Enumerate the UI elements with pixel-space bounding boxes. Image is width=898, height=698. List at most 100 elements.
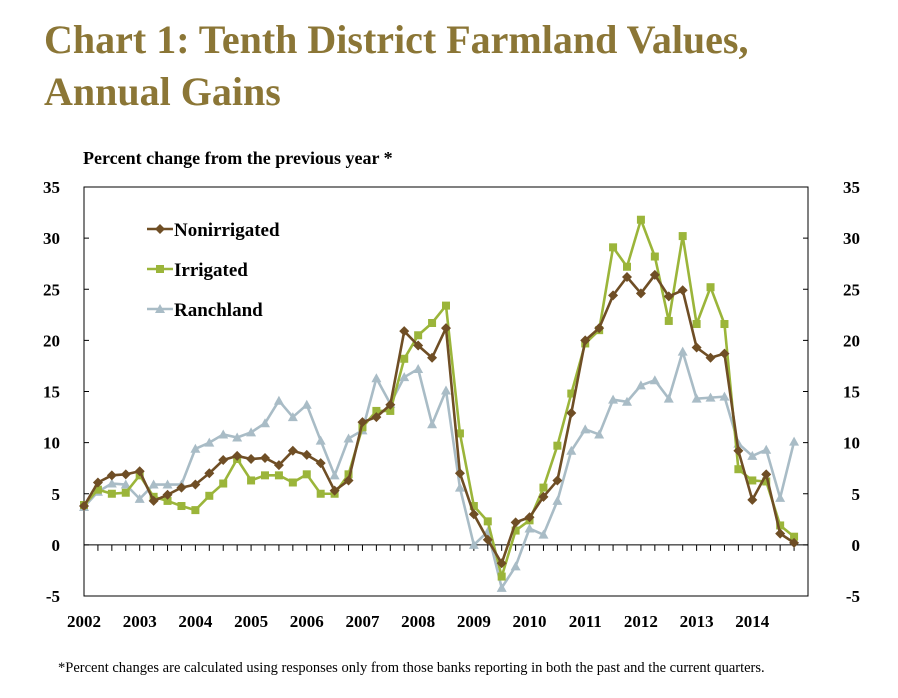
legend-item-nonirrigated: Nonirrigated: [147, 220, 280, 241]
y-tick-label-right: 15: [843, 383, 860, 402]
data-point-nonirrigated: [747, 494, 758, 505]
data-point-ranchland: [371, 373, 382, 383]
data-point-nonirrigated: [482, 534, 493, 545]
data-point-ranchland: [635, 380, 646, 390]
y-tick-label-right: 0: [852, 536, 861, 555]
data-point-ranchland: [580, 424, 591, 434]
x-tick-label: 2011: [569, 612, 602, 631]
y-axis-left-ticks: -5 0 5 10 15 20 25 30 35: [43, 178, 60, 606]
data-point-nonirrigated: [427, 352, 438, 363]
legend-label: Irrigated: [174, 260, 248, 281]
x-tick-label: 2012: [624, 612, 658, 631]
data-point-ranchland: [566, 445, 577, 455]
legend-swatch-marker: [155, 304, 165, 313]
data-point-ranchland: [622, 396, 632, 406]
data-point-nonirrigated: [677, 285, 688, 296]
data-point-irrigated: [539, 483, 548, 492]
data-point-nonirrigated: [580, 335, 591, 346]
data-point-nonirrigated: [92, 477, 103, 488]
data-point-nonirrigated: [663, 291, 674, 302]
x-tick-label: 2009: [457, 612, 491, 631]
y-tick-label-right: 30: [843, 229, 860, 248]
data-point-ranchland: [538, 529, 549, 539]
data-point-ranchland: [468, 539, 479, 549]
y-tick-label-left: -5: [46, 587, 60, 606]
y-tick-label-right: -5: [846, 587, 860, 606]
data-point-ranchland: [663, 393, 674, 403]
data-point-nonirrigated: [789, 537, 800, 548]
data-point-irrigated: [372, 406, 381, 415]
data-point-irrigated: [469, 502, 478, 511]
y-tick-label-right: 35: [843, 178, 860, 197]
data-point-ranchland: [649, 375, 660, 385]
data-point-irrigated: [121, 488, 130, 497]
data-point-nonirrigated: [190, 479, 201, 490]
data-point-irrigated: [553, 441, 562, 450]
data-point-nonirrigated: [733, 445, 744, 456]
data-point-ranchland: [552, 495, 563, 505]
data-point-irrigated: [442, 301, 450, 310]
data-point-irrigated: [483, 517, 492, 526]
data-point-ranchland: [747, 450, 758, 460]
data-point-nonirrigated: [79, 501, 89, 512]
chart-title: Chart 1: Tenth District Farmland Values,…: [44, 14, 884, 118]
data-point-irrigated: [247, 476, 256, 485]
data-point-irrigated: [107, 489, 116, 498]
data-point-irrigated: [692, 320, 701, 329]
y-tick-label-left: 35: [43, 178, 60, 197]
series-irrigated: [80, 215, 799, 581]
data-point-irrigated: [567, 389, 576, 398]
data-point-nonirrigated: [232, 450, 243, 461]
data-point-ranchland: [232, 432, 243, 442]
data-point-nonirrigated: [524, 512, 535, 523]
data-point-nonirrigated: [538, 491, 549, 502]
series-nonirrigated: [79, 269, 800, 569]
data-point-nonirrigated: [594, 323, 605, 334]
data-point-irrigated: [664, 316, 673, 325]
data-point-irrigated: [414, 331, 423, 340]
x-axis-ticks: 2002 2003 2004 2005 2006 2007 2008 2009 2010 2011…: [67, 612, 770, 631]
data-point-nonirrigated: [649, 269, 660, 280]
data-point-nonirrigated: [496, 558, 507, 569]
data-point-nonirrigated: [287, 445, 298, 456]
data-point-nonirrigated: [608, 290, 619, 301]
data-point-ranchland: [106, 478, 117, 488]
data-point-ranchland: [162, 479, 173, 489]
data-point-ranchland: [789, 436, 800, 446]
data-point-nonirrigated: [635, 288, 646, 299]
data-point-ranchland: [134, 493, 145, 503]
data-point-irrigated: [302, 470, 311, 479]
data-point-nonirrigated: [106, 470, 117, 481]
series-layer: [79, 215, 800, 592]
x-tick-label: 2014: [735, 612, 770, 631]
data-point-ranchland: [148, 479, 159, 489]
y-tick-label-right: 25: [843, 280, 860, 299]
data-point-nonirrigated: [329, 485, 340, 496]
data-point-irrigated: [748, 476, 757, 485]
data-point-irrigated: [790, 532, 799, 541]
data-point-nonirrigated: [691, 342, 702, 353]
data-point-nonirrigated: [148, 495, 159, 506]
data-point-irrigated: [386, 406, 395, 415]
data-point-ranchland: [218, 429, 229, 439]
x-tick-label: 2002: [67, 612, 101, 631]
data-point-nonirrigated: [301, 449, 312, 460]
data-point-nonirrigated: [134, 466, 145, 477]
data-point-irrigated: [776, 521, 785, 530]
y-tick-label-left: 20: [43, 331, 60, 350]
data-point-irrigated: [93, 485, 102, 494]
data-point-irrigated: [288, 478, 297, 487]
series-ranchland: [79, 346, 800, 592]
data-point-nonirrigated: [385, 399, 396, 410]
chart-title-line-2: Annual Gains: [44, 69, 281, 114]
data-point-irrigated: [678, 232, 687, 241]
data-point-ranchland: [608, 394, 619, 404]
data-point-nonirrigated: [273, 460, 284, 471]
data-point-irrigated: [734, 465, 743, 474]
x-tick-label: 2005: [234, 612, 268, 631]
data-point-nonirrigated: [566, 407, 577, 418]
data-point-irrigated: [261, 471, 269, 480]
data-point-irrigated: [650, 252, 659, 261]
data-point-ranchland: [287, 412, 298, 422]
data-point-nonirrigated: [399, 326, 410, 337]
